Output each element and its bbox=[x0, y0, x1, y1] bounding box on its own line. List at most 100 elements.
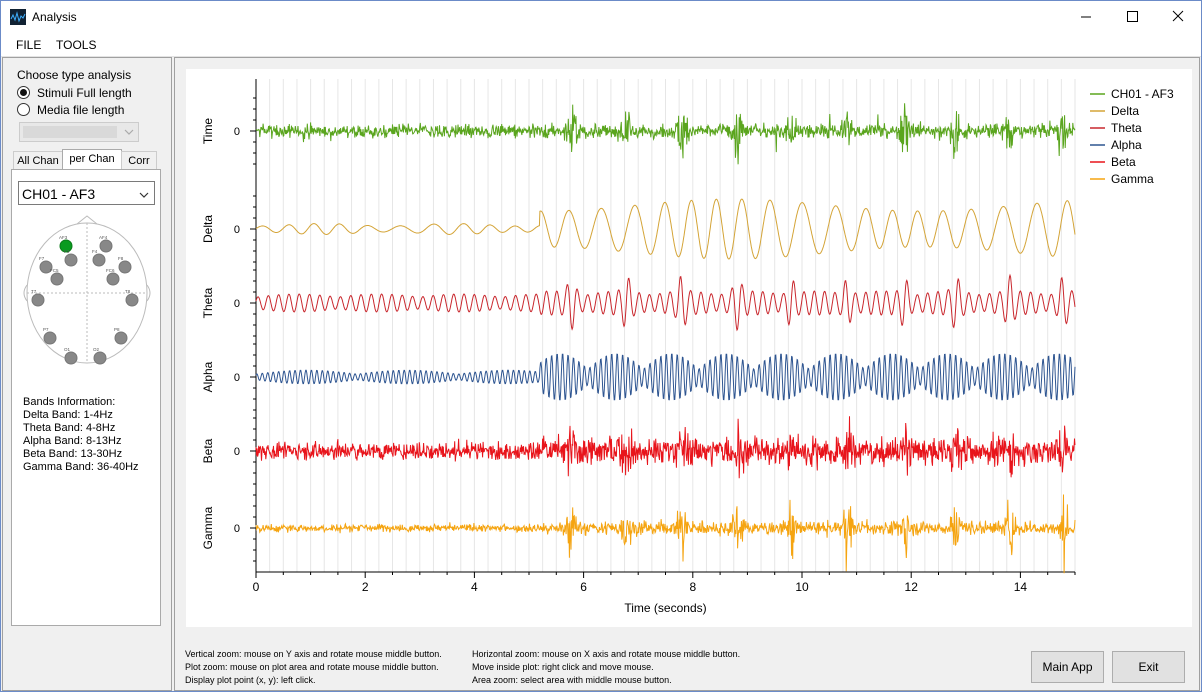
electrode-label-t8: T8 bbox=[125, 289, 131, 294]
chevron-down-icon bbox=[139, 192, 149, 198]
tab-corr[interactable]: Corr bbox=[121, 151, 157, 171]
electrode-f7[interactable] bbox=[39, 260, 53, 274]
hint-move-plot: Move inside plot: right click and move m… bbox=[472, 662, 654, 672]
x-tick-label: 12 bbox=[905, 580, 919, 594]
exit-button[interactable]: Exit bbox=[1112, 651, 1185, 683]
row-label-time: Time bbox=[201, 118, 215, 145]
channel-select[interactable]: CH01 - AF3 bbox=[18, 181, 155, 205]
band-theta: Theta Band: 4-8Hz bbox=[23, 422, 116, 434]
x-tick-label: 10 bbox=[795, 580, 809, 594]
radio-stimuli[interactable] bbox=[17, 86, 30, 99]
x-tick-label: 8 bbox=[689, 580, 696, 594]
hint-horizontal-zoom: Horizontal zoom: mouse on X axis and rot… bbox=[472, 649, 741, 659]
menu-tools[interactable]: TOOLS bbox=[56, 38, 97, 52]
series-line-delta[interactable] bbox=[255, 198, 1076, 260]
legend-label-alpha: Alpha bbox=[1111, 138, 1142, 152]
electrode-f8[interactable] bbox=[118, 260, 132, 274]
y-tick-label: 0 bbox=[234, 523, 240, 535]
chevron-down-icon bbox=[124, 129, 134, 135]
y-tick-label: 0 bbox=[234, 298, 240, 310]
series-line-alpha[interactable] bbox=[255, 353, 1076, 401]
x-tick-label: 6 bbox=[580, 580, 587, 594]
close-button[interactable] bbox=[1155, 1, 1201, 32]
electrode-af3[interactable] bbox=[59, 239, 73, 253]
series-line-theta[interactable] bbox=[255, 273, 1076, 332]
x-tick-label: 0 bbox=[253, 580, 260, 594]
y-tick-label: 0 bbox=[234, 126, 240, 138]
hint-column-left: Vertical zoom: mouse on Y axis and rotat… bbox=[185, 648, 442, 687]
electrode-label-f7: F7 bbox=[39, 256, 45, 261]
channel-select-value: CH01 - AF3 bbox=[22, 186, 96, 202]
hint-display-point: Display plot point (x, y): left click. bbox=[185, 675, 316, 685]
x-tick-label: 14 bbox=[1014, 580, 1028, 594]
electrode-f4[interactable] bbox=[92, 253, 106, 267]
row-label-gamma: Gamma bbox=[201, 506, 215, 549]
tab-per-chan[interactable]: per Chan bbox=[62, 149, 122, 171]
electrode-t7[interactable] bbox=[31, 293, 45, 307]
hint-vertical-zoom: Vertical zoom: mouse on Y axis and rotat… bbox=[185, 649, 442, 659]
electrode-f3[interactable] bbox=[64, 253, 78, 267]
title-bar: Analysis bbox=[1, 1, 1201, 32]
band-alpha: Alpha Band: 8-13Hz bbox=[23, 435, 122, 447]
electrode-head-map[interactable]: AF3 AF4 F3 F4 F7 F8 FC5 FC6 T7 T8 P7 P8 O1 O2 bbox=[13, 215, 159, 365]
electrode-label-o2: O2 bbox=[93, 347, 100, 352]
row-label-theta: Theta bbox=[201, 287, 215, 318]
x-tick-label: 2 bbox=[362, 580, 369, 594]
y-tick-label: 0 bbox=[234, 446, 240, 458]
y-tick-label: 0 bbox=[234, 224, 240, 236]
legend-label-gamma: Gamma bbox=[1111, 172, 1154, 186]
electrode-label-fc5: FC5 bbox=[50, 268, 59, 273]
menu-file[interactable]: FILE bbox=[16, 38, 42, 52]
legend-label-time: CH01 - AF3 bbox=[1111, 87, 1174, 101]
radio-stimuli-label: Stimuli Full length bbox=[37, 86, 132, 100]
electrode-label-t7: T7 bbox=[31, 289, 37, 294]
eeg-chart[interactable]: 0 2 4 6 8 10 12 14 Time (seconds) 0 Time CH01 - AF3… bbox=[186, 69, 1192, 627]
menu-bar: FILE TOOLS bbox=[1, 32, 1201, 57]
row-label-delta: Delta bbox=[201, 215, 215, 243]
band-beta: Beta Band: 13-30Hz bbox=[23, 448, 123, 460]
electrode-o2[interactable] bbox=[93, 351, 107, 365]
minimize-button[interactable] bbox=[1063, 1, 1109, 32]
series-line-beta[interactable] bbox=[255, 416, 1076, 479]
legend-label-beta: Beta bbox=[1111, 155, 1136, 169]
right-panel: 0 2 4 6 8 10 12 14 Time (seconds) 0 Time CH01 - AF3… bbox=[174, 57, 1200, 691]
electrode-label-p7: P7 bbox=[43, 327, 49, 332]
electrode-o1[interactable] bbox=[64, 351, 78, 365]
electrode-label-f3: F3 bbox=[64, 249, 70, 254]
electrode-fc5[interactable] bbox=[50, 272, 64, 286]
bands-information: Bands Information: Delta Band: 1-4Hz The… bbox=[23, 396, 139, 474]
window-title: Analysis bbox=[32, 10, 77, 24]
hint-plot-zoom: Plot zoom: mouse on plot area and rotate… bbox=[185, 662, 439, 672]
tab-page-per-chan: CH01 - AF3 AF3 AF4 F3 F4 F7 F8 FC5 FC6 T7 T8 P7 P8 O… bbox=[11, 169, 161, 626]
electrode-p7[interactable] bbox=[43, 331, 57, 345]
choose-analysis-label: Choose type analysis bbox=[17, 68, 132, 82]
electrode-label-af3: AF3 bbox=[59, 235, 68, 240]
y-tick-label: 0 bbox=[234, 372, 240, 384]
tab-all-chan[interactable]: All Chan bbox=[13, 151, 63, 171]
hint-column-right: Horizontal zoom: mouse on X axis and rot… bbox=[472, 648, 740, 687]
electrode-label-f4: F4 bbox=[92, 249, 98, 254]
hint-area-zoom: Area zoom: select area with middle mouse… bbox=[472, 675, 672, 685]
row-label-alpha: Alpha bbox=[201, 361, 215, 392]
electrode-label-fc6: FC6 bbox=[106, 268, 115, 273]
electrode-fc6[interactable] bbox=[106, 272, 120, 286]
plot-area[interactable]: 0 2 4 6 8 10 12 14 Time (seconds) 0 Time CH01 - AF3… bbox=[186, 69, 1192, 627]
legend-label-delta: Delta bbox=[1111, 104, 1139, 118]
main-app-button[interactable]: Main App bbox=[1031, 651, 1104, 683]
maximize-button[interactable] bbox=[1109, 1, 1155, 32]
electrode-label-o1: O1 bbox=[64, 347, 71, 352]
app-icon bbox=[10, 9, 26, 25]
band-delta: Delta Band: 1-4Hz bbox=[23, 409, 113, 421]
electrode-p8[interactable] bbox=[114, 331, 128, 345]
radio-media[interactable] bbox=[17, 103, 30, 116]
electrode-label-p8: P8 bbox=[114, 327, 120, 332]
series-line-time[interactable] bbox=[255, 103, 1076, 165]
electrode-t8[interactable] bbox=[125, 293, 139, 307]
electrode-af4[interactable] bbox=[99, 239, 113, 253]
band-gamma: Gamma Band: 36-40Hz bbox=[23, 461, 139, 473]
left-panel: Choose type analysis Stimuli Full length… bbox=[2, 57, 172, 691]
series-line-gamma[interactable] bbox=[255, 494, 1076, 574]
bands-title: Bands Information: bbox=[23, 396, 116, 408]
x-axis-label: Time (seconds) bbox=[624, 601, 706, 615]
